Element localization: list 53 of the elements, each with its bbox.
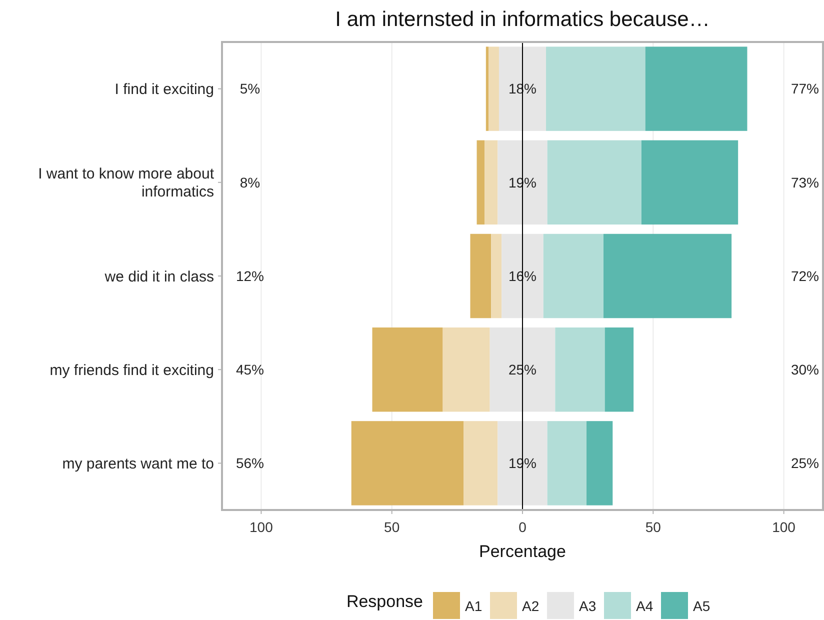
bar: [490, 327, 556, 412]
x-tick-label: 0: [518, 519, 527, 535]
bar: [555, 327, 605, 412]
bar: [641, 140, 738, 225]
x-tick-label: 50: [645, 519, 662, 535]
bar: [488, 46, 499, 131]
bar: [498, 46, 546, 131]
annotation: 56%: [236, 455, 264, 472]
bar: [442, 327, 490, 412]
x-tick-label: 50: [384, 519, 400, 535]
bar: [502, 234, 544, 318]
annotation: 30%: [790, 362, 820, 378]
bar: [464, 421, 498, 506]
y-tick-label: my friends find it exciting: [50, 362, 214, 379]
bar: [547, 140, 642, 225]
bar: [645, 46, 748, 131]
annotation: 25%: [790, 455, 820, 472]
x-tick-label: 100: [250, 519, 274, 535]
annotation: 8%: [240, 174, 260, 190]
bar: [372, 327, 443, 412]
bar: [484, 140, 498, 225]
legend-title: Response: [346, 592, 423, 611]
bar: [470, 234, 492, 318]
legend-label: A3: [579, 598, 596, 614]
y-tick-label: I want to know more about informatics: [38, 166, 215, 201]
bar: [498, 421, 548, 506]
legend-label: A4: [636, 598, 654, 614]
bar: [586, 421, 613, 506]
legend-label: A5: [693, 598, 710, 614]
annotation: 77%: [790, 80, 820, 97]
x-tick-label: 100: [772, 519, 796, 535]
bar: [498, 140, 548, 225]
legend-label: A2: [522, 598, 540, 614]
chart-title: I am internsted in informatics because…: [335, 8, 710, 31]
bar: [604, 234, 732, 318]
bar: [543, 234, 604, 318]
annotation: 5%: [240, 80, 260, 97]
bar: [476, 140, 485, 225]
bar: [547, 421, 587, 506]
bar: [546, 46, 646, 131]
y-tick-label: my parents want me to: [62, 455, 214, 472]
annotation: 73%: [790, 174, 820, 190]
bar: [351, 421, 464, 506]
annotation: 45%: [236, 362, 264, 378]
y-tick-label: we did it in class: [104, 268, 214, 286]
legend-label: A1: [465, 598, 482, 614]
bar: [604, 327, 634, 412]
annotation: 72%: [790, 268, 820, 284]
bar: [491, 234, 502, 318]
x-axis-title: Percentage: [479, 542, 566, 561]
y-tick-label: I find it exciting: [114, 81, 214, 98]
bar: [486, 46, 489, 131]
annotation: 12%: [236, 268, 264, 284]
